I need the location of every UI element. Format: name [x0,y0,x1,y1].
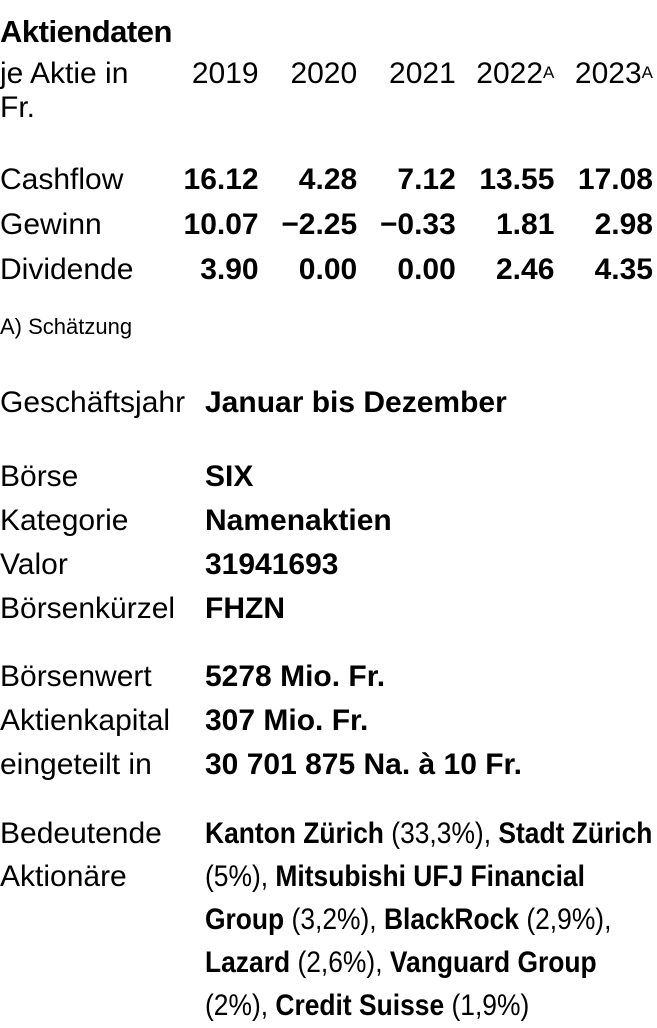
shareholder-name: Credit Suisse [275,989,445,1022]
value-cell: 4.28 [298,163,358,196]
year-footnote-marker: A [641,63,653,82]
year-column-header: 2019 [160,57,259,125]
field-value: 30 701 875 Na. à 10 Fr. [205,748,522,781]
value-cell: 17.08 [577,163,653,196]
shareholder-name: BlackRock [383,903,519,936]
capital-section: Börsenwert 5278 Mio. Fr. Aktienkapital 3… [0,655,657,787]
shareholder-name: Lazard [205,946,291,979]
year-footnote-marker: A [543,63,555,82]
year-label: 2019 [191,57,259,90]
year-column-header: 2022A [456,57,555,125]
row-label: Cashflow [0,163,124,196]
field-value: 307 Mio. Fr. [205,704,369,737]
field-label: eingeteilt in [0,748,152,781]
kv-row-eingeteilt-in: eingeteilt in 30 701 875 Na. à 10 Fr. [0,743,657,787]
field-value: SIX [205,460,254,493]
value-cell: 0.00 [397,253,456,286]
value-cell: 2.98 [594,208,653,241]
field-label: Kategorie [0,504,129,537]
table-row-dividende: Dividende 3.90 0.00 0.00 2.46 4.35 [0,247,657,292]
shareholder-name: Vanguard Group [389,946,597,979]
field-label: Börsenwert [0,660,152,693]
table-row-gewinn: Gewinn 10.07 −2.25 −0.33 1.81 2.98 [0,202,657,247]
shareholder-stake: (33,3%) [391,817,484,850]
shareholder-name: Mitsubishi UFJ Financial Group [205,860,585,936]
kv-row-valor: Valor 31941693 [0,543,657,587]
field-value: 5278 Mio. Fr. [205,660,386,693]
shareholder-stake: (2,6%) [297,946,376,979]
value-cell: 13.55 [479,163,555,196]
shareholder-item: Kanton Zürich (33,3%) [205,817,498,850]
field-value: Namenaktien [205,504,392,537]
value-cell: −0.33 [379,208,456,241]
table-row-cashflow: Cashflow 16.12 4.28 7.12 13.55 17.08 [0,157,657,202]
shareholders-value: Kanton Zürich (33,3%) Stadt Zürich (5%) … [205,812,657,1027]
shareholder-name: Kanton Zürich [205,817,384,850]
field-label: Börsenkürzel [0,592,176,625]
panel-title: Aktiendaten [0,14,172,49]
field-value: Januar bis Dezember [205,386,507,419]
kv-row-kategorie: Kategorie Namenaktien [0,499,657,543]
shareholder-item: BlackRock (2,9%) [384,903,611,936]
shareholder-stake: (2,9%) [526,903,605,936]
table-header-row: je Aktie in Fr. 2019 2020 2021 2022A 202… [0,57,657,125]
field-label: Valor [0,548,68,581]
kv-row-aktienkapital: Aktienkapital 307 Mio. Fr. [0,699,657,743]
shareholder-stake: (5%) [205,860,261,893]
field-value: FHZN [205,592,285,625]
table-footnote: A) Schätzung [0,314,133,339]
shareholder-stake: (2%) [205,989,261,1022]
value-cell: 3.90 [200,253,259,286]
value-cell: 7.12 [397,163,456,196]
value-cell: 16.12 [183,163,259,196]
value-cell: 10.07 [183,208,259,241]
shareholder-item: Lazard (2,6%) [205,946,390,979]
share-data-table: Cashflow 16.12 4.28 7.12 13.55 17.08 Gew… [0,157,657,292]
year-label: 2021 [389,57,456,90]
year-column-header: 2023A [554,57,653,125]
year-column-header: 2021 [357,57,456,125]
kv-row-boersenkuerzel: Börsenkürzel FHZN [0,587,657,631]
field-label: Börse [0,460,79,493]
field-label: Aktienkapital [0,704,171,737]
year-label: 2020 [290,57,358,90]
value-cell: 0.00 [298,253,358,286]
shareholders-section: Bedeutende Aktionäre Kanton Zürich (33,3… [0,812,657,1027]
value-cell: −2.25 [281,208,358,241]
field-value: 31941693 [205,548,339,581]
value-cell: 4.35 [594,253,653,286]
row-label: Dividende [0,253,134,286]
shareholder-item: Credit Suisse (1,9%) [275,989,529,1022]
kv-row-fiscal-year: Geschäftsjahr Januar bis Dezember [0,381,657,425]
value-cell: 2.46 [496,253,555,286]
shareholder-name: Stadt Zürich [498,817,653,850]
shareholder-stake: (1,9%) [451,989,530,1022]
row-label: Gewinn [0,208,102,241]
kv-row-boersenwert: Börsenwert 5278 Mio. Fr. [0,655,657,699]
unit-label: je Aktie in Fr. [0,57,129,124]
year-label: 2023 [574,57,642,90]
kv-row-boerse: Börse SIX [0,455,657,499]
year-column-header: 2020 [259,57,358,125]
field-label: Geschäftsjahr [0,386,186,419]
year-label: 2022 [476,57,544,90]
shareholder-stake: (3,2%) [291,903,370,936]
shareholders-list: Kanton Zürich (33,3%) Stadt Zürich (5%) … [205,812,657,1027]
value-cell: 1.81 [496,208,555,241]
listing-section: Börse SIX Kategorie Namenaktien Valor 31… [0,455,657,631]
shareholders-label: Bedeutende Aktionäre [0,817,162,893]
